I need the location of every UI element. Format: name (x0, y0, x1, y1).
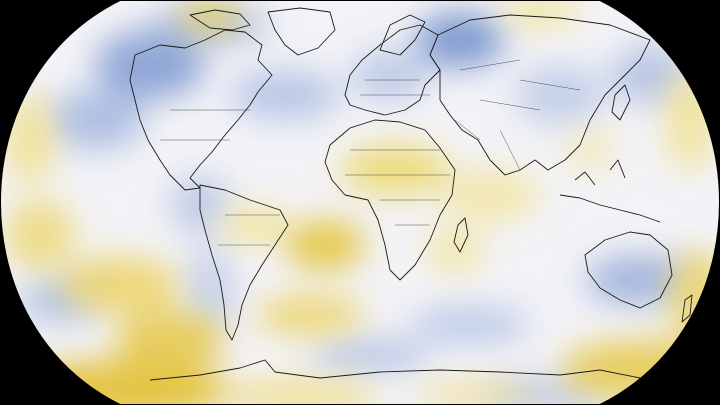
africa-coastline (324, 119, 456, 281)
madagascar-coastline (453, 217, 469, 253)
continent-outlines (129, 7, 693, 381)
asia-internal-borders (454, 59, 581, 171)
arctic-islands-coastline (189, 9, 251, 31)
japan-coastline (611, 84, 631, 121)
scandinavia-coastline (379, 14, 426, 56)
southeast-asia-islands-coastline (559, 159, 661, 223)
australia-coastline (584, 231, 673, 309)
greenland-coastline (267, 7, 336, 56)
cool-anomaly-layer (20, 5, 695, 405)
north-america-coastline (129, 29, 273, 191)
warm-anomaly-layer (5, 0, 720, 405)
south-america-coastline (199, 184, 289, 341)
country-borders (160, 79, 450, 246)
asia-coastline (429, 14, 651, 176)
new-zealand-coastline (681, 294, 693, 323)
antarctica-coastline (149, 359, 641, 381)
